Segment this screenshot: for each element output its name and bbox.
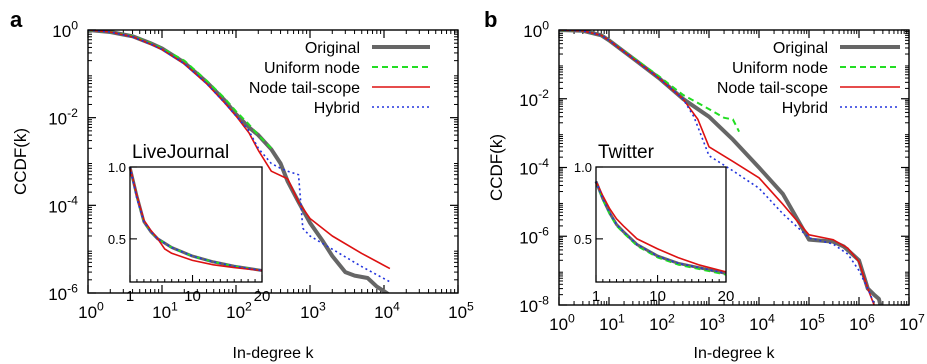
y-axis-label: CCDF(k) [11,128,30,195]
x-axis-label: In-degree k [233,345,315,362]
inset-chart: 1 10 20 0.5 1.0 LiveJournal [108,142,270,305]
plot-frame [558,29,910,306]
inset-chart: 1 10 20 0.5 1.0 Twitter [574,142,734,305]
inset-frame [595,166,727,283]
y-tick-label: 10-8 [519,293,549,316]
inset-y-tick-label: 1.0 [108,160,126,175]
x-tick-label: 100 [78,299,104,322]
legend: Original Uniform node Node tail-scope Hybri… [249,40,430,117]
inset-background [130,167,262,282]
x-tick-label: 102 [649,311,675,334]
y-tick-label: 100 [52,18,78,41]
legend-label: Uniform node [264,60,360,77]
x-tick-label: 107 [899,311,925,334]
x-tick-label: 104 [374,299,400,322]
series-group [559,30,883,305]
inset-x-tick-label: 20 [718,288,735,305]
inset-series-line-hybrid [595,181,727,275]
y-tick-label: 10-6 [519,225,549,248]
panel-label: a [10,7,23,32]
y-tick-label: 10-4 [519,156,549,179]
legend-label: Hybrid [314,100,360,117]
legend-label: Node tail-scope [249,80,360,97]
x-tick-label: 101 [599,311,625,334]
legend-label: Uniform node [732,60,828,77]
inset-x-tick-label: 10 [649,288,666,305]
inset-x-tick-label: 1 [592,288,600,305]
y-tick-label: 10-6 [48,281,78,304]
inset-y-tick-label: 1.0 [574,160,592,175]
inset-x-tick-label: 10 [184,288,201,305]
inset-y-tick-label: 0.5 [108,232,126,247]
inset-x-tick-label: 1 [126,288,134,305]
x-tick-label: 104 [749,311,775,334]
x-tick-label: 101 [152,299,178,322]
series-line-node-tail-scope [559,30,876,305]
inset-series-line-uniform-node [595,181,727,276]
series-line-hybrid [88,30,391,283]
legend-label: Node tail-scope [717,80,828,97]
inset-series-line-hybrid [129,166,263,272]
inset-y-tick-label: 0.5 [574,232,592,247]
x-tick-label: 106 [849,311,875,334]
y-tick-label: 10-4 [48,194,78,217]
plot-frame [87,29,459,294]
y-axis-label: CCDF(k) [487,134,506,201]
series-line-uniform-node [559,30,740,133]
series-line-uniform-node [88,30,273,150]
x-tick-label: 105 [448,299,474,322]
inset-x-tick-label: 20 [254,288,271,305]
legend-label: Hybrid [782,100,828,117]
series-line-hybrid [559,30,876,305]
y-tick-label: 10-2 [519,87,549,110]
legend: Original Uniform node Node tail-scope Hybri… [717,40,900,117]
inset-frame [129,166,263,283]
legend-label: Original [773,40,828,57]
x-tick-label: 105 [799,311,825,334]
x-tick-label: 103 [300,299,326,322]
legend-label: Original [305,40,360,57]
x-tick-label: 102 [226,299,252,322]
y-tick-label: 10-2 [48,106,78,129]
inset-series-line-node-tail-scope [595,181,727,273]
y-tick-label: 100 [523,18,549,41]
inset-title: Twitter [598,142,655,163]
x-tick-label: 100 [549,311,575,334]
x-tick-label: 103 [699,311,725,334]
x-axis-label: In-degree k [694,345,776,362]
series-group [88,30,391,293]
panel-label: b [484,7,497,32]
inset-title: LiveJournal [132,142,229,163]
